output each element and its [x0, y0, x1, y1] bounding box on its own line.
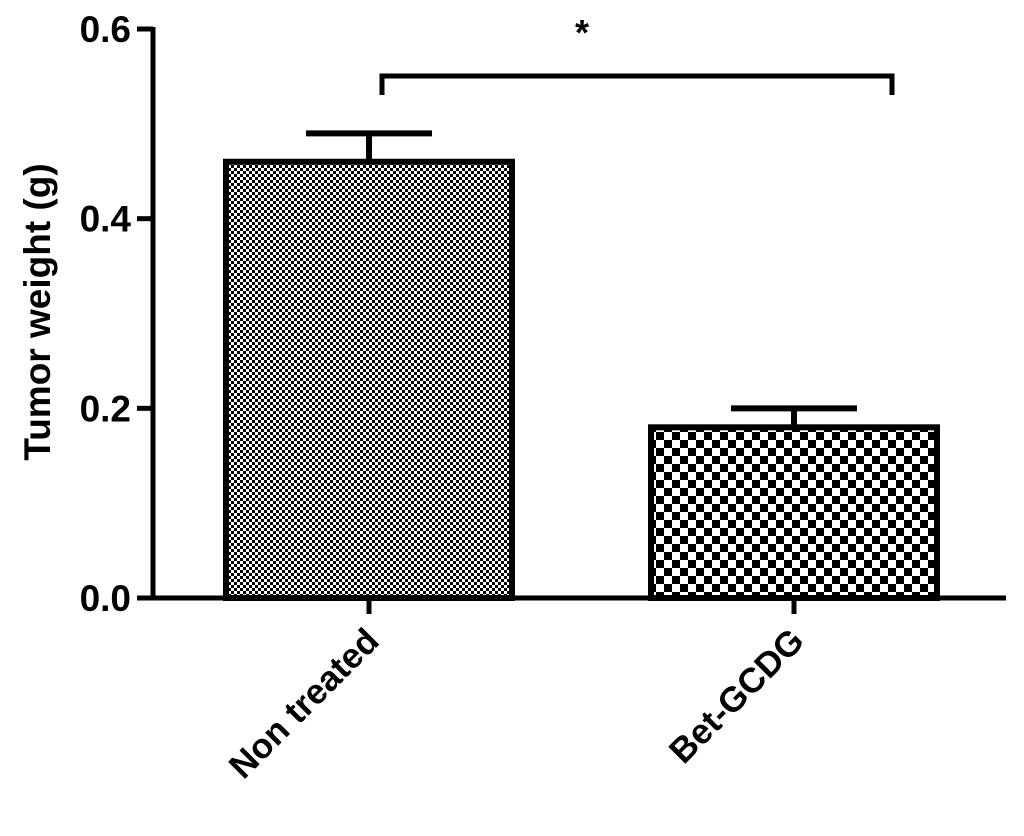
- y-axis: 0.0 0.2 0.4 0.6: [80, 9, 156, 619]
- error-bars: [306, 130, 857, 428]
- bar-non-treated: [223, 158, 515, 601]
- significance-star: *: [575, 12, 589, 53]
- significance-annotation: *: [379, 12, 895, 95]
- x-tick-label: Non treated: [222, 621, 387, 786]
- x-axis: Non treated Bet-GCDG: [151, 595, 1006, 786]
- x-tick-label: Bet-GCDG: [662, 621, 812, 771]
- y-tick-label: 0.6: [80, 9, 131, 50]
- bars: [223, 158, 940, 601]
- bar-bet-gcdg: [648, 424, 940, 601]
- y-axis-title: Tumor weight (g): [17, 163, 58, 460]
- significance-bracket: [379, 73, 895, 95]
- y-tick-label: 0.4: [80, 199, 132, 240]
- y-tick-label: 0.0: [80, 578, 131, 619]
- y-tick-label: 0.2: [80, 388, 131, 429]
